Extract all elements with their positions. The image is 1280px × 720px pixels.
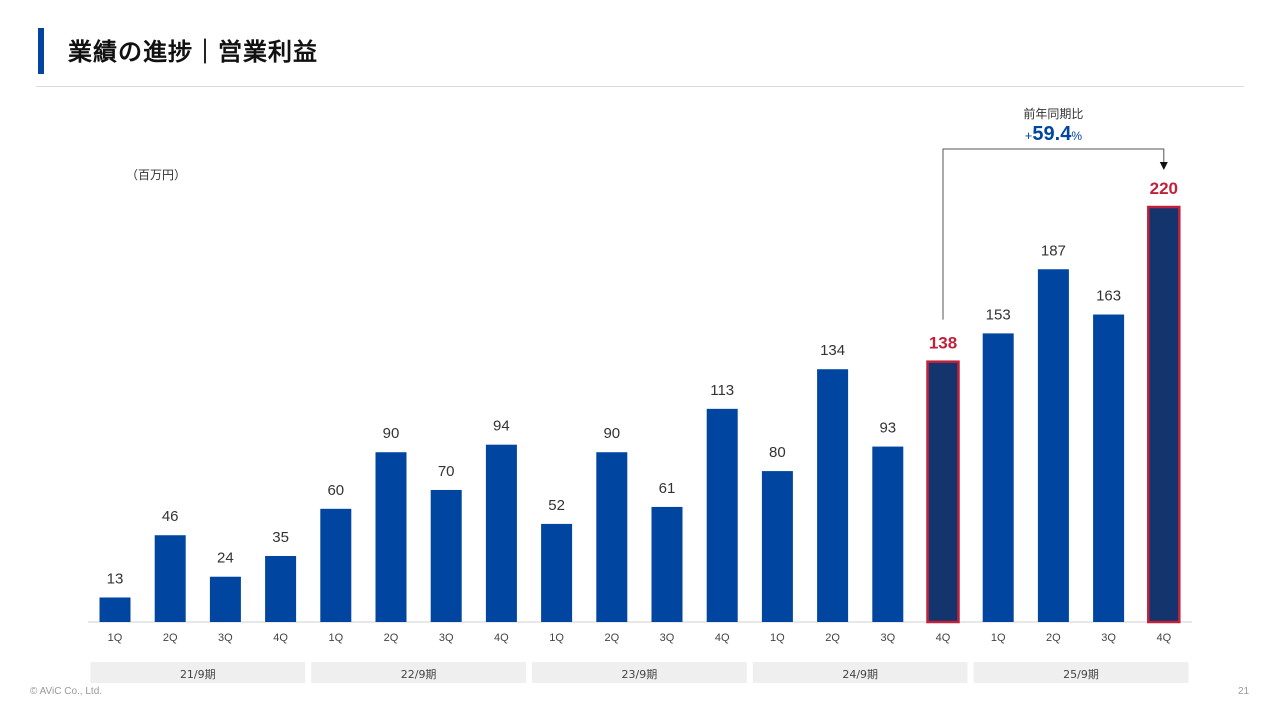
copyright: © AViC Co., Ltd. bbox=[30, 686, 103, 697]
bar bbox=[982, 333, 1014, 622]
bar-value-label: 52 bbox=[548, 497, 565, 514]
bar-value-label: 80 bbox=[769, 444, 786, 461]
bar-value-label: 113 bbox=[710, 382, 734, 399]
bar-value-label: 90 bbox=[383, 425, 400, 442]
bar bbox=[872, 446, 904, 622]
title-accent-bar bbox=[38, 28, 44, 74]
bar bbox=[596, 452, 628, 622]
unit-label: （百万円） bbox=[126, 168, 187, 182]
period-label: 21/9期 bbox=[180, 668, 216, 681]
bar bbox=[375, 452, 407, 622]
x-tick-label: 1Q bbox=[770, 632, 785, 644]
page-title: 業績の進捗｜営業利益 bbox=[68, 38, 318, 66]
bar-value-label: 138 bbox=[929, 334, 957, 353]
yoy-number: 59.4 bbox=[1032, 123, 1072, 145]
bar bbox=[320, 508, 352, 622]
period-band bbox=[752, 662, 968, 683]
bar-value-label: 90 bbox=[603, 425, 620, 442]
x-tick-label: 2Q bbox=[384, 632, 399, 644]
bar bbox=[1093, 314, 1125, 622]
x-tick-label: 1Q bbox=[549, 632, 564, 644]
bar-value-label: 24 bbox=[217, 550, 234, 567]
highlighted-bar bbox=[926, 360, 960, 624]
x-tick-label: 3Q bbox=[218, 632, 233, 644]
period-band bbox=[90, 662, 306, 683]
x-tick-label: 2Q bbox=[604, 632, 619, 644]
yoy-bracket-line bbox=[942, 148, 1165, 320]
period-band bbox=[532, 662, 747, 683]
bar bbox=[541, 523, 573, 622]
period-band bbox=[973, 662, 1189, 683]
page-number: 21 bbox=[1238, 686, 1250, 697]
bar-value-label: 220 bbox=[1150, 179, 1178, 198]
bar-value-label: 153 bbox=[986, 306, 1011, 323]
x-tick-label: 3Q bbox=[439, 632, 454, 644]
bar bbox=[430, 489, 462, 622]
period-label: 25/9期 bbox=[1063, 668, 1099, 681]
highlighted-bar bbox=[1147, 205, 1181, 624]
bar bbox=[1037, 269, 1069, 622]
bar bbox=[154, 535, 186, 622]
bar bbox=[265, 555, 297, 622]
x-tick-label: 2Q bbox=[163, 632, 178, 644]
yoy-label: 前年同期比 bbox=[1023, 106, 1083, 121]
bar-value-label: 93 bbox=[879, 420, 896, 437]
bar-value-label: 60 bbox=[327, 482, 344, 499]
bar bbox=[817, 369, 849, 622]
bar-value-label: 35 bbox=[272, 529, 289, 546]
yoy-value: +59.4% bbox=[1025, 123, 1083, 145]
bar bbox=[485, 444, 517, 622]
period-band bbox=[311, 662, 526, 683]
x-tick-label: 1Q bbox=[328, 632, 343, 644]
yoy-sign: + bbox=[1025, 128, 1033, 143]
bar-value-label: 70 bbox=[438, 463, 455, 480]
bar bbox=[761, 471, 793, 622]
yoy-arrow-head bbox=[1159, 162, 1168, 170]
bar bbox=[99, 597, 131, 622]
x-tick-label: 4Q bbox=[273, 632, 288, 644]
x-tick-label: 2Q bbox=[1046, 632, 1061, 644]
x-tick-label: 4Q bbox=[1156, 632, 1171, 644]
bar-value-label: 13 bbox=[107, 570, 124, 587]
bar-value-label: 187 bbox=[1041, 242, 1066, 259]
period-label: 22/9期 bbox=[401, 668, 437, 681]
bar-value-label: 163 bbox=[1096, 288, 1121, 305]
period-label: 23/9期 bbox=[622, 668, 658, 681]
x-tick-label: 3Q bbox=[660, 632, 675, 644]
x-tick-label: 2Q bbox=[825, 632, 840, 644]
bar-value-label: 61 bbox=[659, 480, 676, 497]
x-tick-label: 4Q bbox=[494, 632, 509, 644]
bar-value-label: 46 bbox=[162, 508, 179, 525]
x-tick-label: 4Q bbox=[936, 632, 951, 644]
bar bbox=[706, 408, 738, 622]
title-divider bbox=[36, 86, 1244, 87]
bar-value-label: 134 bbox=[820, 342, 845, 359]
x-tick-label: 1Q bbox=[991, 632, 1006, 644]
bar bbox=[209, 576, 241, 622]
x-tick-label: 3Q bbox=[1101, 632, 1116, 644]
x-tick-label: 3Q bbox=[880, 632, 895, 644]
bar bbox=[651, 506, 683, 622]
bar-value-label: 94 bbox=[493, 418, 510, 435]
x-tick-label: 1Q bbox=[108, 632, 123, 644]
period-label: 24/9期 bbox=[842, 668, 878, 681]
x-tick-label: 4Q bbox=[715, 632, 730, 644]
yoy-percent: % bbox=[1071, 129, 1082, 143]
